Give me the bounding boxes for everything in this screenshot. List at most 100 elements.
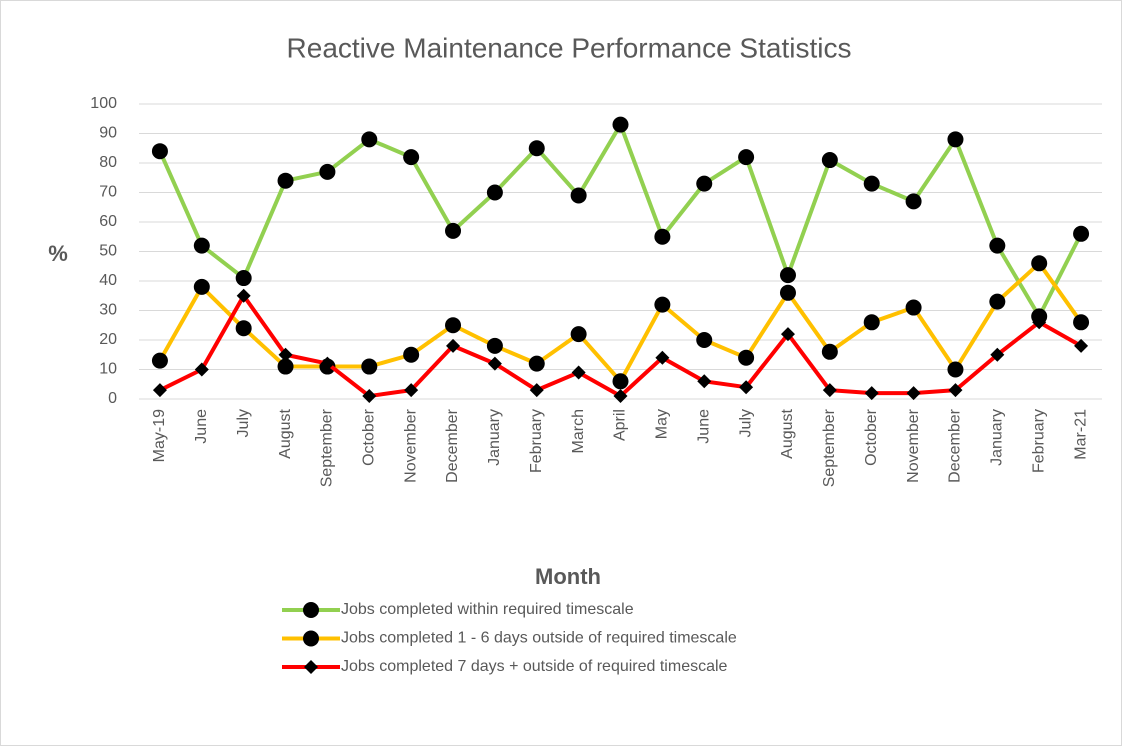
point-marker (948, 383, 963, 398)
point-marker (277, 172, 294, 189)
point-marker (193, 278, 210, 295)
legend-label: Jobs completed 7 days + outside of requi… (341, 658, 728, 675)
point-marker (1073, 314, 1090, 331)
x-tick-label: November (905, 408, 922, 482)
x-tick-label: January (486, 409, 503, 466)
point-marker (362, 389, 377, 404)
x-tick-label: February (528, 409, 545, 473)
x-tick-label: August (779, 408, 796, 458)
x-tick-label: June (193, 409, 210, 444)
point-marker (446, 338, 461, 353)
x-tick-label: May (654, 409, 671, 439)
point-marker (738, 149, 755, 166)
point-marker (277, 358, 294, 375)
legend-label: Jobs completed 1 - 6 days outside of req… (341, 630, 737, 647)
x-tick-label: November (402, 408, 419, 482)
point-marker (528, 140, 545, 157)
y-tick-label: 100 (90, 95, 117, 112)
x-tick-label: September (319, 408, 336, 487)
point-marker (905, 193, 922, 210)
x-tick-label: July (737, 409, 754, 437)
x-axis-label: Month (535, 564, 601, 589)
y-tick-label: 80 (99, 154, 117, 171)
point-marker (1031, 255, 1048, 272)
point-marker (1074, 338, 1089, 353)
x-tick-label: December (947, 408, 964, 482)
point-marker (612, 373, 629, 390)
point-marker (445, 317, 462, 334)
x-tick-label: March (570, 409, 587, 453)
point-marker (487, 356, 502, 371)
point-marker (821, 343, 838, 360)
legend-label: Jobs completed within required timescale (341, 601, 634, 618)
point-marker (194, 362, 209, 377)
point-marker (361, 358, 378, 375)
legend-marker (303, 630, 319, 647)
point-marker (696, 332, 713, 348)
x-tick-label: October (361, 408, 378, 466)
x-tick-label: Mar-21 (1072, 409, 1089, 460)
point-marker (864, 386, 879, 401)
y-tick-label: 90 (99, 125, 117, 142)
point-marker (151, 352, 168, 369)
point-marker (655, 350, 670, 365)
x-tick-label: December (444, 408, 461, 482)
point-marker (989, 237, 1006, 254)
point-marker (571, 365, 586, 380)
point-marker (697, 374, 712, 389)
legend-marker (303, 602, 319, 618)
point-marker (236, 288, 251, 303)
point-marker (486, 184, 503, 201)
x-tick-label: September (821, 408, 838, 487)
point-marker (445, 222, 462, 239)
point-marker (235, 270, 252, 287)
point-marker (152, 383, 167, 398)
point-marker (613, 389, 628, 404)
x-tick-label: April (612, 409, 629, 441)
point-marker (654, 296, 671, 313)
point-marker (696, 175, 713, 192)
point-marker (779, 267, 796, 284)
point-marker (403, 346, 420, 363)
point-marker (863, 314, 880, 331)
point-marker (780, 327, 795, 342)
x-tick-label: February (1030, 409, 1047, 473)
point-marker (906, 386, 921, 401)
point-marker (403, 149, 420, 166)
y-tick-label: 70 (99, 184, 117, 201)
point-marker (990, 347, 1005, 362)
point-marker (947, 361, 964, 378)
y-tick-label: 10 (99, 361, 117, 378)
x-tick-label: June (695, 409, 712, 444)
x-tick-label: January (989, 409, 1006, 466)
point-marker (528, 355, 545, 372)
y-tick-label: 40 (99, 272, 117, 289)
y-tick-label: 60 (99, 213, 117, 230)
legend-marker (304, 660, 318, 674)
point-marker (570, 326, 587, 343)
point-marker (193, 237, 210, 254)
point-marker (654, 228, 671, 245)
point-marker (235, 320, 252, 337)
point-marker (822, 383, 837, 398)
point-marker (905, 299, 922, 316)
point-marker (319, 163, 336, 180)
point-marker (738, 349, 755, 366)
x-tick-label: July (235, 409, 252, 437)
point-marker (320, 356, 335, 371)
point-marker (278, 347, 293, 362)
y-tick-label: 30 (99, 302, 117, 319)
point-marker (947, 131, 964, 148)
point-marker (570, 187, 587, 204)
point-marker (404, 383, 419, 398)
point-marker (486, 337, 503, 354)
point-marker (863, 175, 880, 192)
point-marker (1073, 225, 1090, 242)
x-tick-label: August (277, 408, 294, 458)
y-tick-label: 20 (99, 331, 117, 348)
point-marker (779, 284, 796, 301)
point-marker (361, 131, 378, 148)
